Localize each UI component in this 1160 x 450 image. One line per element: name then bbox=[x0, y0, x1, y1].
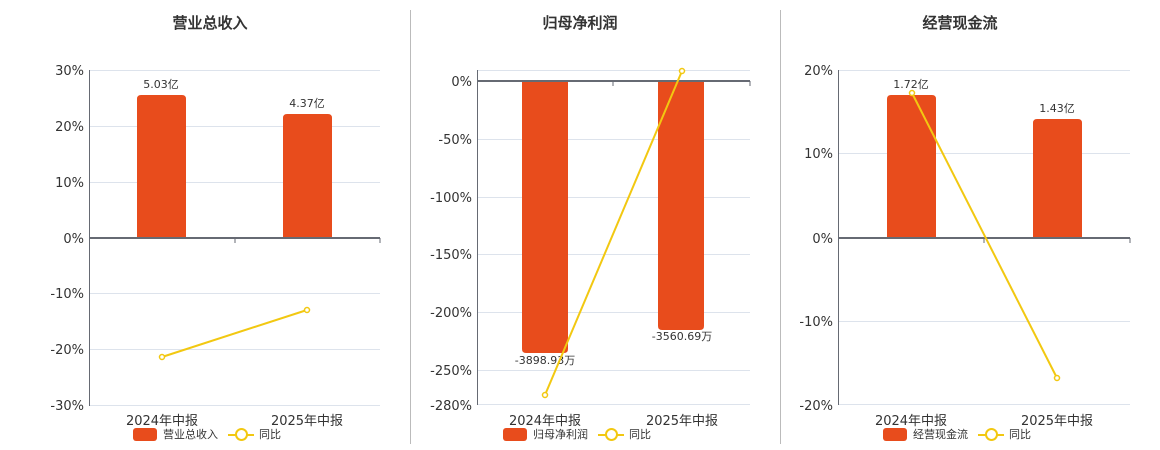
legend-bar-label[interactable]: 归母净利润 bbox=[533, 428, 588, 441]
legend-line-label[interactable]: 同比 bbox=[1009, 428, 1031, 441]
svg-text:-250%: -250% bbox=[430, 364, 472, 379]
legend-bar-label[interactable]: 经营现金流 bbox=[913, 428, 968, 441]
chart-plot: 30% 20% 10% 0% -10% -20% -30% 5.03亿 4.37… bbox=[50, 64, 381, 429]
bar-2025 bbox=[1033, 119, 1082, 238]
yoy-line bbox=[544, 70, 683, 396]
svg-text:-100%: -100% bbox=[430, 191, 472, 206]
legend-line-label[interactable]: 同比 bbox=[629, 428, 651, 441]
svg-text:-150%: -150% bbox=[430, 248, 472, 263]
svg-text:20%: 20% bbox=[55, 120, 84, 135]
x-label: 2025年中报 bbox=[646, 414, 718, 429]
svg-text:-50%: -50% bbox=[438, 133, 472, 148]
chart-title: 归母净利润 bbox=[542, 14, 618, 32]
chart-panel-revenue: 营业总收入 30% 20% 10% 0% -10% -20% -30% bbox=[0, 0, 400, 450]
chart-title: 营业总收入 bbox=[172, 14, 248, 32]
bar-label: -3560.69万 bbox=[652, 330, 712, 343]
svg-text:-10%: -10% bbox=[50, 287, 84, 302]
bar-2025 bbox=[283, 114, 332, 238]
svg-text:10%: 10% bbox=[55, 176, 84, 191]
svg-text:-200%: -200% bbox=[430, 306, 472, 321]
svg-text:0%: 0% bbox=[451, 75, 472, 90]
x-label: 2024年中报 bbox=[509, 414, 581, 429]
bar-label: 1.72亿 bbox=[893, 78, 929, 91]
svg-text:-20%: -20% bbox=[50, 343, 84, 358]
bar-swatch-icon bbox=[133, 427, 157, 441]
x-label: 2025年中报 bbox=[271, 414, 343, 429]
svg-text:0%: 0% bbox=[63, 232, 84, 247]
svg-text:-30%: -30% bbox=[50, 399, 84, 414]
chart-legend[interactable]: 归母净利润 同比 bbox=[503, 426, 651, 442]
x-label: 2025年中报 bbox=[1021, 414, 1093, 429]
x-label: 2024年中报 bbox=[126, 414, 198, 429]
svg-text:30%: 30% bbox=[55, 64, 84, 79]
panel-divider bbox=[780, 10, 781, 444]
bar-2024 bbox=[522, 81, 568, 353]
line-marker-icon bbox=[598, 428, 624, 441]
bar-2024 bbox=[887, 95, 936, 238]
svg-text:-10%: -10% bbox=[799, 315, 833, 330]
bar-label: 4.37亿 bbox=[289, 97, 325, 110]
chart-legend[interactable]: 经营现金流 同比 bbox=[883, 426, 1031, 442]
legend-line-label[interactable]: 同比 bbox=[259, 428, 281, 441]
svg-text:10%: 10% bbox=[804, 147, 833, 162]
line-marker-icon bbox=[978, 428, 1004, 441]
svg-text:20%: 20% bbox=[804, 64, 833, 79]
yoy-line bbox=[161, 309, 308, 358]
panel-divider bbox=[410, 10, 411, 444]
bar-swatch-icon bbox=[503, 427, 527, 441]
bar-2024 bbox=[137, 95, 186, 238]
chart-title: 经营现金流 bbox=[922, 14, 998, 32]
chart-legend[interactable]: 营业总收入 同比 bbox=[133, 426, 281, 442]
svg-text:-20%: -20% bbox=[799, 399, 833, 414]
line-marker-icon bbox=[228, 428, 254, 441]
svg-text:-280%: -280% bbox=[430, 399, 472, 414]
bar-swatch-icon bbox=[883, 427, 907, 441]
legend-bar-label[interactable]: 营业总收入 bbox=[163, 428, 218, 441]
bar-label: 1.43亿 bbox=[1039, 102, 1075, 115]
bar-label: 5.03亿 bbox=[143, 78, 179, 91]
yoy-line bbox=[911, 92, 1058, 379]
x-label: 2024年中报 bbox=[875, 414, 947, 429]
bar-2025 bbox=[658, 81, 704, 330]
svg-text:0%: 0% bbox=[812, 232, 833, 247]
